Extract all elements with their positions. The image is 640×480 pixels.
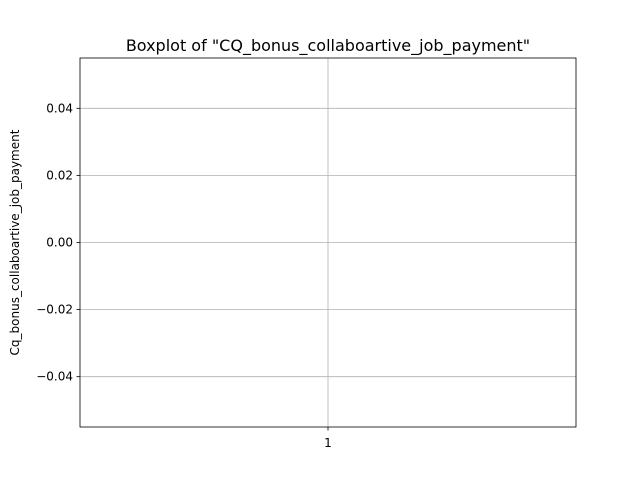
grid-layer <box>80 58 576 427</box>
y-tick-label: 0.02 <box>46 168 73 182</box>
y-tick-label: 0.00 <box>46 236 73 250</box>
y-tick-label: −0.04 <box>36 370 73 384</box>
tick-layer: 0.04 0.02 0.00 −0.02 −0.04 1 <box>36 101 332 450</box>
chart-title: Boxplot of "CQ_bonus_collaboartive_job_p… <box>126 36 530 56</box>
y-axis-label: Cq_bonus_collaboartive_job_payment <box>8 129 22 355</box>
plot-frame <box>79 57 577 428</box>
y-tick-label: −0.02 <box>36 303 73 317</box>
x-tick-label: 1 <box>324 436 332 450</box>
y-tick-label: 0.04 <box>46 101 73 115</box>
